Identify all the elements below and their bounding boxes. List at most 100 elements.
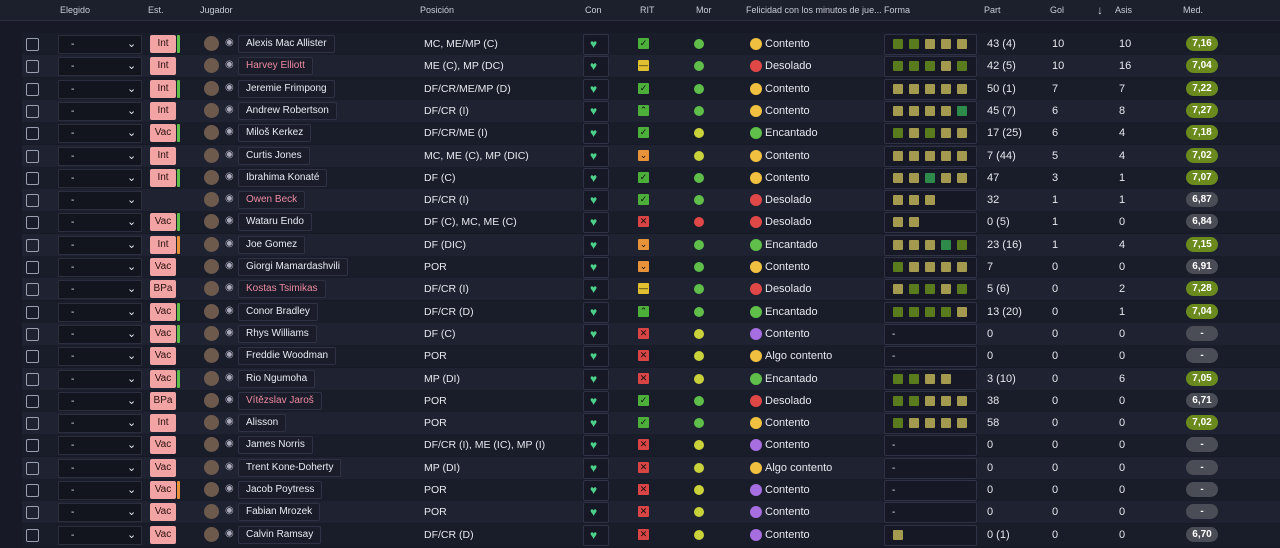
column-header[interactable]: Part (984, 5, 1001, 15)
player-row[interactable]: - ⌄ Int ◉ Ibrahima Konaté DF (C) ♥ ✓ Contento 47 3… (22, 166, 1280, 189)
checkbox[interactable] (26, 149, 39, 163)
player-name[interactable]: Wataru Endo (238, 213, 312, 232)
player-row[interactable]: - ⌄ Int ◉ Andrew Robertson DF/CR (I) ♥ ⌃ Content… (22, 99, 1280, 122)
player-row[interactable]: - ⌄ BPa ◉ Vítězslav Jaroš POR ♥ ✓ Desolado 38 0 0 6,… (22, 389, 1280, 412)
player-name[interactable]: Conor Bradley (238, 302, 318, 321)
player-row[interactable]: - ⌄ Vac ◉ Miloš Kerkez DF/CR/ME (I) ♥ ✓ Encantad… (22, 122, 1280, 145)
column-header[interactable]: Med. (1183, 5, 1204, 15)
checkbox[interactable] (26, 417, 39, 431)
player-name[interactable]: James Norris (238, 436, 313, 455)
player-name[interactable]: Alisson (238, 414, 287, 433)
checkbox[interactable] (26, 439, 39, 453)
player-name[interactable]: Jeremie Frimpong (238, 79, 335, 98)
player-name[interactable]: Ibrahima Konaté (238, 168, 328, 187)
player-name[interactable]: Jacob Poytress (238, 481, 323, 499)
checkbox[interactable] (26, 261, 39, 274)
player-row[interactable]: - ⌄ Vac ◉ Conor Bradley DF/CR (D) ♥ ⌃ Encantado 1… (22, 300, 1280, 323)
player-row[interactable]: - ⌄ BPa ◉ Kostas Tsimikas DF/CR (I) ♥ — Desolado… (22, 278, 1280, 301)
selected-dropdown[interactable]: - ⌄ (58, 414, 142, 434)
checkbox[interactable] (26, 327, 39, 341)
player-name[interactable]: Freddie Woodman (238, 347, 337, 366)
column-header[interactable]: Gol (1050, 5, 1065, 15)
player-row[interactable]: - ⌄ Vac ◉ Fabian Mrozek POR ♥ ✕ Contento -0 0 0- (22, 501, 1280, 524)
checkbox[interactable] (26, 104, 39, 118)
player-row[interactable]: - ⌄ Vac ◉ Jacob Poytress POR ♥ ✕ Contento -0 0 0- (22, 479, 1280, 501)
checkbox[interactable] (26, 350, 39, 364)
checkbox[interactable] (26, 216, 39, 230)
checkbox[interactable] (26, 528, 39, 542)
selected-dropdown[interactable]: - ⌄ (58, 369, 142, 389)
selected-dropdown[interactable]: - ⌄ (58, 324, 142, 344)
selected-dropdown[interactable]: - ⌄ (58, 503, 142, 523)
player-row[interactable]: - ⌄ Vac ◉ Giorgi Mamardashvili POR ♥ ⌄ Contento 7… (22, 256, 1280, 278)
column-header[interactable]: Con (585, 5, 602, 15)
selected-dropdown[interactable]: - ⌄ (58, 436, 142, 456)
selected-dropdown[interactable]: - ⌄ (58, 213, 142, 233)
column-header[interactable]: RIT (640, 5, 655, 15)
checkbox[interactable] (26, 484, 39, 497)
player-row[interactable]: - ⌄ Vac ◉ Trent Kone-Doherty MP (DI) ♥ ✕ Algo co… (22, 456, 1280, 479)
checkbox[interactable] (26, 60, 39, 74)
column-header[interactable]: Elegido (60, 5, 91, 15)
player-name[interactable]: Joe Gomez (238, 235, 306, 254)
player-name[interactable]: Giorgi Mamardashvili (238, 258, 348, 276)
player-row[interactable]: - ⌄ Vac ◉ Rhys Williams DF (C) ♥ ✕ Contento -0 0 0- (22, 322, 1280, 345)
player-name[interactable]: Trent Kone-Doherty (238, 458, 342, 477)
player-name[interactable]: Miloš Kerkez (238, 124, 312, 143)
player-name[interactable]: Kostas Tsimikas (238, 280, 326, 299)
player-row[interactable]: - ⌄ Vac ◉ Wataru Endo DF (C), MC, ME (C) ♥ ✕ Des… (22, 211, 1280, 234)
player-name[interactable]: Curtis Jones (238, 146, 310, 165)
column-header[interactable]: Est. (148, 5, 164, 15)
player-name[interactable]: Vítězslav Jaroš (238, 391, 322, 410)
checkbox[interactable] (26, 283, 39, 297)
checkbox[interactable] (26, 38, 39, 51)
checkbox[interactable] (26, 171, 39, 185)
player-name[interactable]: Calvin Ramsay (238, 525, 322, 544)
selected-dropdown[interactable]: - ⌄ (58, 391, 142, 411)
player-name[interactable]: Alexis Mac Allister (238, 35, 335, 53)
selected-dropdown[interactable]: - ⌄ (58, 35, 142, 54)
selected-dropdown[interactable]: - ⌄ (58, 191, 142, 211)
player-name[interactable]: Andrew Robertson (238, 101, 337, 120)
checkbox[interactable] (26, 394, 39, 408)
selected-dropdown[interactable]: - ⌄ (58, 525, 142, 545)
column-header[interactable]: Forma (884, 5, 911, 15)
checkbox[interactable] (26, 372, 39, 386)
selected-dropdown[interactable]: - ⌄ (58, 101, 142, 121)
selected-dropdown[interactable]: - ⌄ (58, 347, 142, 367)
selected-dropdown[interactable]: - ⌄ (58, 57, 142, 77)
player-name[interactable]: Owen Beck (238, 191, 306, 210)
column-header[interactable]: Posición (420, 5, 455, 15)
column-header[interactable]: Asis ↓ (1097, 3, 1133, 17)
player-row[interactable]: - ⌄ Vac ◉ Rio Ngumoha MP (DI) ♥ ✕ Encantado 3 (10… (22, 367, 1280, 390)
player-row[interactable]: - ⌄ Vac ◉ Freddie Woodman POR ♥ ✕ Algo contento -… (22, 345, 1280, 368)
player-name[interactable]: Rio Ngumoha (238, 369, 316, 388)
selected-dropdown[interactable]: - ⌄ (58, 124, 142, 144)
player-row[interactable]: - ⌄ ◉ Owen Beck DF/CR (I) ♥ ✓ Desolado 32 1 1 6,87 (22, 189, 1280, 212)
selected-dropdown[interactable]: - ⌄ (58, 235, 142, 255)
column-header[interactable]: Mor (696, 5, 712, 15)
checkbox[interactable] (26, 127, 39, 141)
player-name[interactable]: Fabian Mrozek (238, 503, 321, 522)
player-row[interactable]: - ⌄ Int ◉ Jeremie Frimpong DF/CR/ME/MP (D) ♥ ✓ C… (22, 77, 1280, 100)
player-row[interactable]: - ⌄ Vac ◉ Calvin Ramsay DF/CR (D) ♥ ✕ Contento 0 … (22, 523, 1280, 546)
selected-dropdown[interactable]: - ⌄ (58, 146, 142, 166)
player-name[interactable]: Rhys Williams (238, 324, 317, 343)
player-row[interactable]: - ⌄ Int ◉ Alisson POR ♥ ✓ Contento 58 0 0 7,02 (22, 412, 1280, 435)
column-header[interactable]: Felicidad con los minutos de jue... (746, 5, 882, 15)
checkbox[interactable] (26, 461, 39, 475)
checkbox[interactable] (26, 82, 39, 96)
selected-dropdown[interactable]: - ⌄ (58, 168, 142, 188)
selected-dropdown[interactable]: - ⌄ (58, 481, 142, 500)
checkbox[interactable] (26, 506, 39, 520)
checkbox[interactable] (26, 194, 39, 208)
player-row[interactable]: - ⌄ Int ◉ Joe Gomez DF (DIC) ♥ ⌄ Encantado 23 (16… (22, 233, 1280, 256)
player-row[interactable]: - ⌄ Int ◉ Alexis Mac Allister MC, ME/MP (C) ♥ ✓… (22, 33, 1280, 55)
checkbox[interactable] (26, 238, 39, 252)
selected-dropdown[interactable]: - ⌄ (58, 302, 142, 322)
column-header[interactable]: Jugador (200, 5, 233, 15)
selected-dropdown[interactable]: - ⌄ (58, 280, 142, 300)
player-row[interactable]: - ⌄ Vac ◉ James Norris DF/CR (I), ME (IC), MP… (22, 434, 1280, 457)
selected-dropdown[interactable]: - ⌄ (58, 458, 142, 478)
player-row[interactable]: - ⌄ Int ◉ Curtis Jones MC, ME (C), MP (DIC) ♥ ⌄… (22, 144, 1280, 167)
